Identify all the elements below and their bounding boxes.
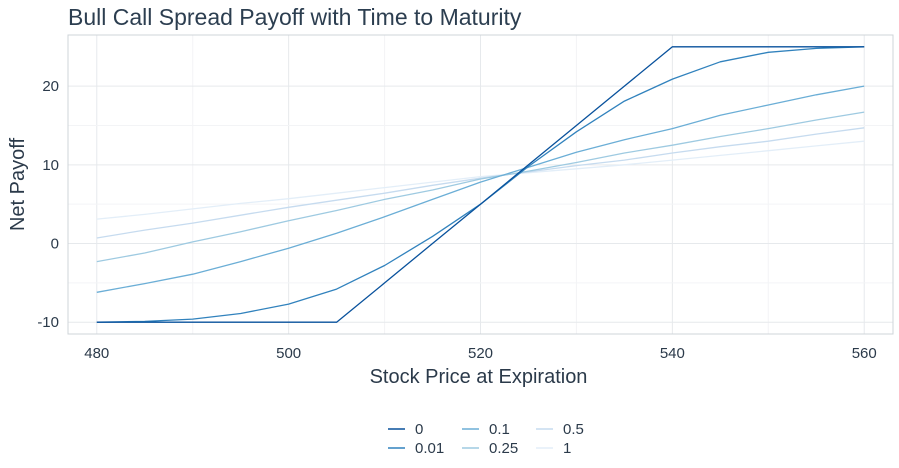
x-tick-label: 500 [276,345,301,362]
series-lines [96,46,865,323]
legend-item-0-25: 0.25 [462,440,518,457]
legend-label: 1 [563,440,571,457]
legend-item-0-5: 0.5 [536,421,584,438]
gridlines [68,35,893,334]
y-tick-label: 10 [42,157,59,174]
plot-panel-border [67,34,894,335]
legend-label: 0.5 [563,421,584,438]
series-line-0-25 [96,111,865,263]
series-line-0-1 [96,85,865,293]
y-tick-label: 0 [51,236,59,253]
legend-item-1: 1 [536,440,571,457]
x-tick-label: 540 [660,345,685,362]
y-axis-title: Net Payoff [7,138,29,231]
legend-label: 0.25 [489,440,518,457]
legend-item-0-01: 0.01 [388,440,444,457]
series-line-0 [96,46,865,323]
x-tick-label: 560 [852,345,877,362]
legend-label: 0.01 [415,440,444,457]
x-axis-title: Stock Price at Expiration [370,366,588,388]
y-axis-ticks: -10 0 10 20 [37,78,59,331]
y-tick-label: 20 [42,78,59,95]
chart-title: Bull Call Spread Payoff with Time to Mat… [68,4,522,30]
legend-item-0: 0 [388,421,423,438]
series-line-1 [96,140,865,220]
x-tick-label: 480 [84,345,109,362]
x-tick-label: 520 [468,345,493,362]
legend-label: 0.1 [489,421,510,438]
legend-label: 0 [415,421,423,438]
legend-item-0-1: 0.1 [462,421,510,438]
x-axis-ticks: 480 500 520 540 560 [84,345,876,362]
series-line-0-5 [96,127,865,239]
y-tick-label: -10 [37,314,59,331]
legend: 0 0.01 0.1 0.25 0.5 1 [388,421,584,457]
